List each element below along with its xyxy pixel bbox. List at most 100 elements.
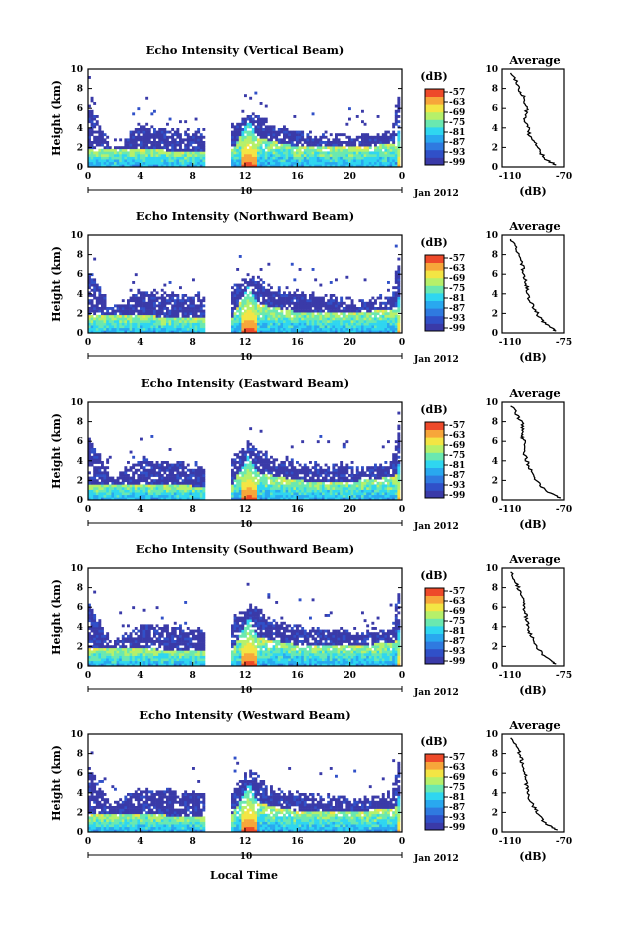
heatmap-cell <box>90 655 94 659</box>
heatmap-cell <box>176 476 180 480</box>
heatmap-cell <box>353 164 357 168</box>
heatmap-cell <box>366 141 370 144</box>
average-title: Average <box>508 386 560 400</box>
heatmap-cell <box>272 489 276 493</box>
heatmap-cell <box>353 484 357 488</box>
heatmap-cell <box>353 474 357 477</box>
heatmap-cell <box>194 461 198 464</box>
heatmap-cell <box>88 637 91 641</box>
heatmap-cell <box>345 322 349 326</box>
heatmap-cell <box>244 296 247 300</box>
heatmap-cell <box>155 146 159 150</box>
heatmap-cell <box>246 294 250 297</box>
heatmap-cell <box>166 466 169 470</box>
y-tick-label: 0 <box>77 329 83 339</box>
heatmap-cell <box>277 156 281 160</box>
heatmap-cell <box>254 476 258 480</box>
heatmap-cell <box>337 309 341 313</box>
heatmap-cell <box>335 148 338 152</box>
heatmap-cell <box>88 148 91 152</box>
heatmap-cell <box>301 135 305 139</box>
heatmap-cell <box>142 161 146 165</box>
heatmap-cell <box>257 327 260 331</box>
heatmap-cell <box>397 109 401 113</box>
heatmap-cell <box>314 317 318 321</box>
heatmap-cell <box>176 330 180 334</box>
heatmap-cell <box>332 497 336 501</box>
heatmap-cell <box>293 146 297 150</box>
heatmap-cell <box>329 494 333 498</box>
heatmap-cell <box>316 322 320 326</box>
heatmap-cell <box>290 322 294 326</box>
heatmap-cell <box>124 154 128 157</box>
heatmap-cell <box>394 117 398 121</box>
heatmap-cell <box>173 307 177 310</box>
heatmap-cell <box>176 135 180 139</box>
heatmap-cell <box>150 151 154 155</box>
heatmap-cell <box>189 309 193 313</box>
heatmap-cell <box>309 135 312 139</box>
heatmap-cell <box>290 484 294 488</box>
heatmap-cell <box>363 307 367 310</box>
heatmap-cell <box>368 141 372 144</box>
heatmap-cell <box>322 159 325 163</box>
heatmap-cell <box>90 109 94 113</box>
heatmap-cell <box>119 154 123 157</box>
heatmap-cell <box>238 255 242 258</box>
heatmap-cell <box>342 466 346 470</box>
heatmap-cell <box>114 489 117 493</box>
heatmap-cell <box>168 489 172 493</box>
heatmap-cell <box>246 474 250 477</box>
heatmap-cell <box>166 327 169 331</box>
heatmap-cell <box>134 471 138 475</box>
heatmap-cell <box>153 164 156 168</box>
heatmap-cell <box>186 299 190 303</box>
heatmap-cell <box>283 474 286 477</box>
heatmap-cell <box>337 466 341 470</box>
heatmap-cell <box>244 450 247 454</box>
heatmap-cell <box>262 135 266 139</box>
heatmap-cell <box>381 307 385 310</box>
heatmap-cell <box>95 458 99 462</box>
heatmap-cell <box>251 138 255 142</box>
heatmap-cell <box>155 304 159 308</box>
heatmap-cell <box>283 133 286 137</box>
heatmap-cell <box>285 296 289 300</box>
heatmap-cell <box>337 325 341 329</box>
heatmap-cell <box>251 309 255 313</box>
heatmap-cell <box>88 603 91 607</box>
heatmap-cell <box>236 164 240 168</box>
heatmap-cell <box>160 466 164 470</box>
heatmap-cell <box>142 476 146 480</box>
heatmap-cell <box>119 161 123 165</box>
heatmap-cell <box>93 309 97 313</box>
heatmap-cell <box>298 159 302 163</box>
heatmap-cell <box>153 146 156 150</box>
heatmap-cell <box>366 481 370 485</box>
heatmap-cell <box>231 474 234 477</box>
heatmap-cell <box>171 476 175 480</box>
heatmap-cell <box>288 294 292 297</box>
heatmap-cell <box>145 96 149 100</box>
heatmap-cell <box>316 489 320 493</box>
heatmap-cell <box>142 322 146 326</box>
heatmap-cell <box>189 312 193 316</box>
heatmap-cell <box>140 294 143 297</box>
heatmap-cell <box>288 133 292 137</box>
heatmap-cell <box>311 479 315 483</box>
heatmap-cell <box>251 317 255 321</box>
heatmap-cell <box>384 330 388 334</box>
heatmap-cell <box>394 474 398 477</box>
heatmap-cell <box>160 317 164 321</box>
heatmap-cell <box>238 487 242 490</box>
heatmap-cell <box>392 481 396 485</box>
heatmap-cell <box>355 474 359 477</box>
heatmap-cell <box>119 320 123 323</box>
heatmap-cell <box>298 492 302 496</box>
heatmap-cell <box>236 481 240 485</box>
heatmap-cell <box>199 148 203 152</box>
heatmap-cell <box>316 161 320 165</box>
heatmap-cell <box>361 322 364 326</box>
heatmap-cell <box>140 484 143 488</box>
heatmap-cell <box>150 161 154 165</box>
